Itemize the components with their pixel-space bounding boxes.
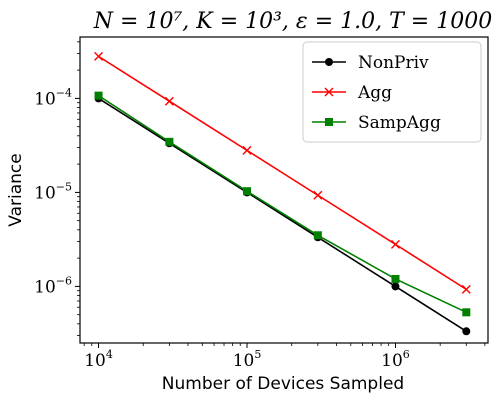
series-agg xyxy=(94,51,471,294)
x-axis-label: Number of Devices Sampled xyxy=(162,374,404,394)
legend-item-sampagg: SampAgg xyxy=(312,113,441,133)
legend-marker xyxy=(324,87,334,97)
y-tick-label: 10−4 xyxy=(34,86,72,109)
data-point-sampagg xyxy=(313,231,322,240)
y-tick-label: 10−6 xyxy=(34,274,72,297)
series-line-sampagg xyxy=(98,94,467,314)
y-axis-label: Variance xyxy=(6,153,26,226)
data-point-nonpriv xyxy=(391,282,400,291)
data-point-sampagg xyxy=(165,137,174,146)
chart-legend: NonPriv Agg SampAgg xyxy=(302,41,482,143)
chart-title: N = 10⁷, K = 10³, ε = 1.0, T = 1000 xyxy=(93,9,492,34)
axis-ticks: 104 105 106 10−6 10−5 10−4 xyxy=(34,41,486,371)
plot-area xyxy=(94,51,471,336)
data-point-sampagg xyxy=(94,91,103,100)
data-point-agg xyxy=(94,51,104,61)
x-tick-label: 104 xyxy=(84,348,113,371)
data-point-agg xyxy=(313,190,323,200)
plot-frame xyxy=(79,36,489,344)
data-point-sampagg xyxy=(391,274,400,283)
y-tick-label: 10−5 xyxy=(34,180,72,203)
data-point-agg xyxy=(164,96,174,106)
legend-label: Agg xyxy=(357,83,392,103)
data-point-sampagg xyxy=(243,187,252,196)
data-point-agg xyxy=(390,239,400,249)
data-point-sampagg xyxy=(462,308,471,317)
legend-item-agg: Agg xyxy=(312,83,392,103)
series-line-agg xyxy=(98,55,467,291)
legend-marker xyxy=(325,118,333,126)
series-sampagg xyxy=(94,91,471,317)
legend-box xyxy=(302,41,482,143)
data-point-agg xyxy=(242,145,252,155)
data-point-agg xyxy=(461,284,471,294)
legend-item-nonpriv: NonPriv xyxy=(312,53,429,73)
data-point-nonpriv xyxy=(462,327,471,336)
legend-marker xyxy=(325,58,333,66)
x-tick-label: 106 xyxy=(381,348,410,371)
legend-label: NonPriv xyxy=(358,53,429,73)
series-line-nonpriv xyxy=(98,97,467,332)
legend-label: SampAgg xyxy=(358,113,441,133)
x-tick-label: 105 xyxy=(233,348,262,371)
